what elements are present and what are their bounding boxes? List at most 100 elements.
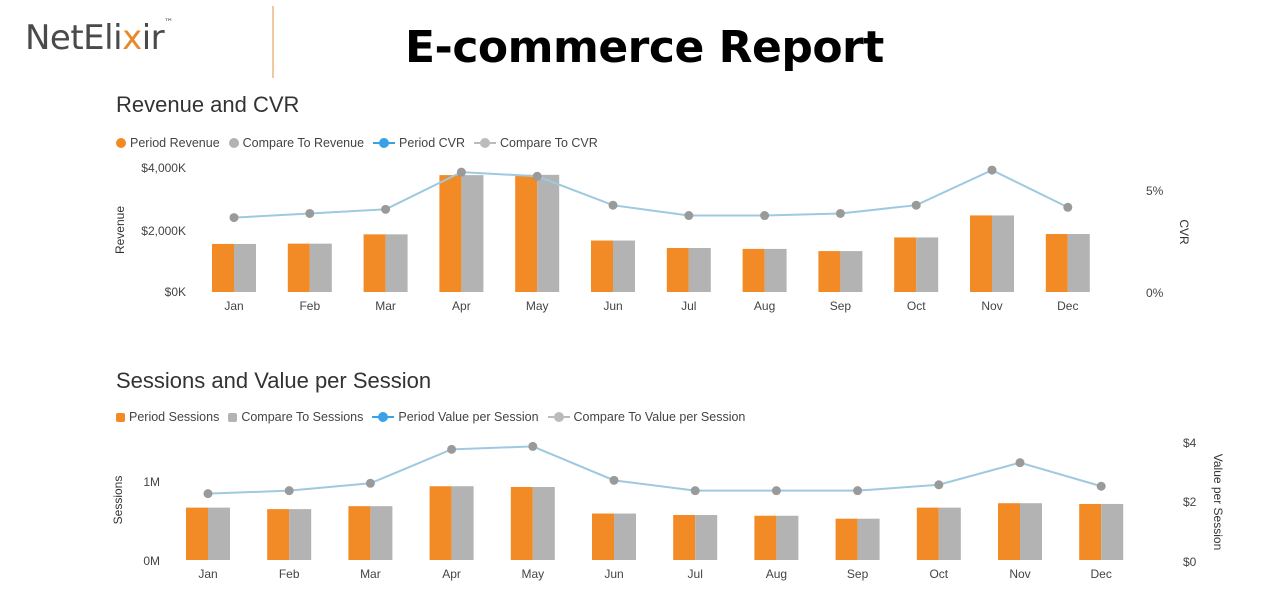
sessions-period-bar [430, 486, 452, 560]
revenue-line-point [988, 166, 997, 175]
revenue-period-bar [818, 251, 840, 292]
revenue-period-line [234, 170, 1068, 218]
sessions-x-tick-label: Jul [688, 567, 703, 581]
sessions-line-point [528, 442, 537, 451]
revenue-compare-bar [461, 175, 483, 292]
revenue-y2-axis-title: CVR [1177, 219, 1191, 245]
revenue-compare-bar [689, 248, 711, 292]
revenue-period-bar [1046, 234, 1068, 292]
sessions-line-point [610, 476, 619, 485]
sessions-period-bar [673, 515, 695, 560]
revenue-compare-bar [613, 241, 635, 292]
revenue-line-point [230, 213, 239, 222]
revenue-compare-bar [765, 249, 787, 292]
sessions-compare-bar [289, 509, 311, 560]
revenue-x-tick-label: Mar [375, 299, 396, 313]
sessions-compare-bar [776, 516, 798, 560]
sessions-compare-bar [1020, 503, 1042, 560]
revenue-compare-bar [386, 234, 408, 292]
sessions-period-bar [836, 519, 858, 560]
sessions-x-tick-label: Apr [442, 567, 461, 581]
revenue-period-bar [970, 215, 992, 292]
revenue-line-point [381, 205, 390, 214]
revenue-line-point [305, 209, 314, 218]
revenue-compare-bar [1068, 234, 1090, 292]
revenue-x-tick-label: Jan [224, 299, 243, 313]
sessions-x-tick-label: Mar [360, 567, 381, 581]
revenue-compare-bar [537, 175, 559, 292]
sessions-y2-tick-label: $4 [1183, 436, 1197, 450]
revenue-period-bar [743, 249, 765, 292]
sessions-line-point [934, 480, 943, 489]
sessions-period-bar [348, 506, 370, 560]
revenue-y-tick-label: $2,000K [141, 224, 186, 238]
sessions-line-point [366, 479, 375, 488]
revenue-line-point [912, 201, 921, 210]
sessions-period-bar [917, 508, 939, 560]
revenue-y-tick-label: $0K [165, 285, 186, 299]
revenue-x-tick-label: Sep [830, 299, 852, 313]
revenue-period-bar [288, 244, 310, 292]
revenue-x-tick-label: Feb [299, 299, 320, 313]
revenue-y-axis-title: Revenue [113, 206, 127, 254]
revenue-line-point [684, 211, 693, 220]
sessions-y2-tick-label: $0 [1183, 555, 1197, 569]
sessions-x-tick-label: Aug [766, 567, 787, 581]
sessions-compare-bar [370, 506, 392, 560]
sessions-compare-bar [939, 508, 961, 560]
revenue-compare-bar [916, 237, 938, 292]
sessions-x-tick-label: Jun [604, 567, 623, 581]
revenue-line-point [457, 168, 466, 177]
sessions-y2-axis-title: Value per Session [1211, 454, 1225, 551]
revenue-x-tick-label: Aug [754, 299, 775, 313]
sessions-y2-tick-label: $2 [1183, 495, 1197, 509]
sessions-period-bar [186, 508, 208, 560]
revenue-period-bar [439, 175, 461, 292]
revenue-compare-bar [234, 244, 256, 292]
sessions-x-tick-label: Oct [929, 567, 948, 581]
revenue-period-bar [591, 241, 613, 292]
revenue-compare-bar [992, 215, 1014, 292]
sessions-period-bar [267, 509, 289, 560]
sessions-line-point [1097, 482, 1106, 491]
sessions-line-point [447, 445, 456, 454]
sessions-period-bar [998, 503, 1020, 560]
revenue-line-point [1063, 203, 1072, 212]
sessions-compare-bar [614, 514, 636, 560]
revenue-line-point [609, 201, 618, 210]
sessions-y-tick-label: 0M [143, 554, 160, 568]
sessions-x-tick-label: Sep [847, 567, 869, 581]
sessions-period-bar [754, 516, 776, 560]
sessions-period-line [208, 446, 1101, 493]
revenue-line-point [836, 209, 845, 218]
revenue-y2-tick-label: 0% [1146, 286, 1164, 300]
revenue-x-tick-label: Jun [603, 299, 622, 313]
sessions-compare-bar [858, 519, 880, 560]
revenue-x-tick-label: Oct [907, 299, 926, 313]
sessions-line-point [772, 486, 781, 495]
revenue-period-bar [364, 234, 386, 292]
sessions-y-axis-title: Sessions [111, 476, 125, 525]
revenue-y-tick-label: $4,000K [141, 161, 186, 175]
revenue-line-point [760, 211, 769, 220]
sessions-x-tick-label: Nov [1009, 567, 1030, 581]
sessions-x-tick-label: May [521, 567, 544, 581]
sessions-compare-bar [533, 487, 555, 560]
revenue-period-bar [894, 237, 916, 292]
sessions-period-bar [592, 514, 614, 560]
sessions-y-tick-label: 1M [143, 475, 160, 489]
sessions-line-point [1016, 458, 1025, 467]
sessions-compare-bar [695, 515, 717, 560]
revenue-compare-bar [310, 244, 332, 292]
revenue-line-point [533, 172, 542, 181]
sessions-compare-bar [1101, 504, 1123, 560]
revenue-x-tick-label: Jul [681, 299, 696, 313]
revenue-compare-bar [840, 251, 862, 292]
sessions-x-tick-label: Feb [279, 567, 300, 581]
revenue-x-tick-label: May [526, 299, 549, 313]
revenue-period-bar [667, 248, 689, 292]
sessions-line-point [204, 489, 213, 498]
sessions-compare-bar [208, 508, 230, 560]
revenue-x-tick-label: Apr [452, 299, 471, 313]
